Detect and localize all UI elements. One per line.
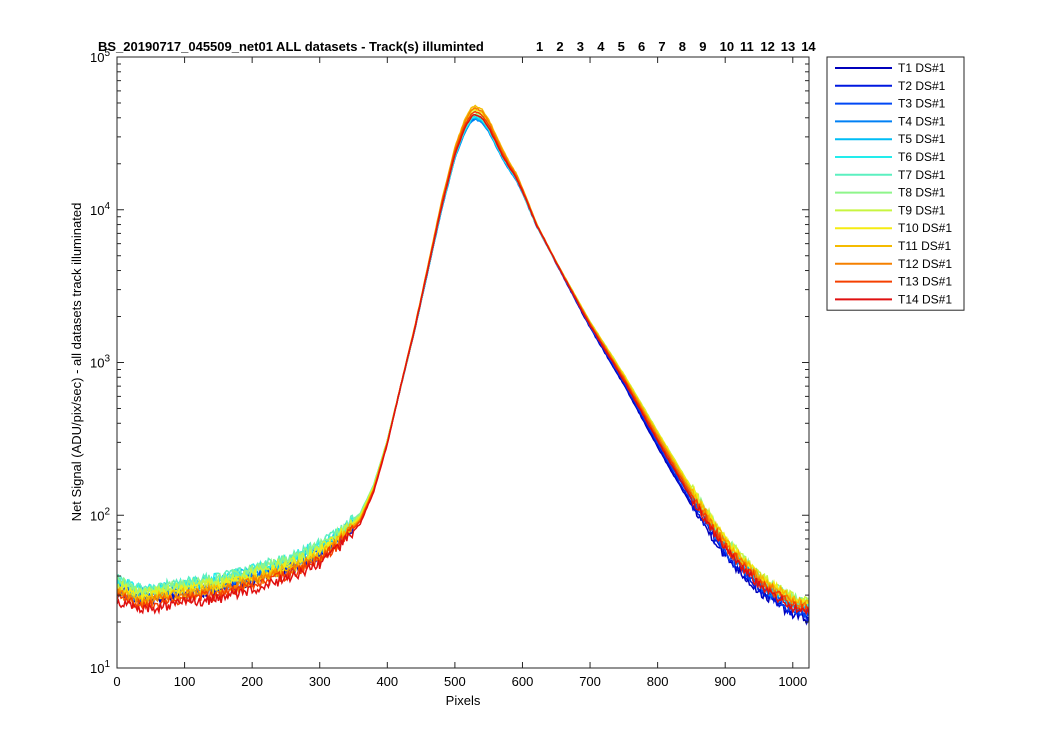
- y-tick-exponent: 2: [104, 506, 110, 517]
- title-track-number: 2: [556, 39, 563, 54]
- y-axis-label: Net Signal (ADU/pix/sec) - all datasets …: [69, 203, 84, 522]
- y-tick-exponent: 3: [104, 354, 110, 365]
- legend-label: T6 DS#1: [898, 150, 946, 164]
- x-tick-label: 600: [512, 674, 534, 689]
- legend-label: T10 DS#1: [898, 221, 952, 235]
- y-tick-label: 105: [90, 48, 110, 65]
- y-tick-base: 10: [90, 661, 104, 676]
- y-tick-label: 103: [90, 354, 110, 371]
- title-track-number: 10: [720, 39, 734, 54]
- y-tick-base: 10: [90, 50, 104, 65]
- x-axis: 0 100 200 300 400 500 600 700 800 900 1000: [113, 57, 807, 689]
- title-track-numbers: 1 2 3 4 5 6 7 8 9 10 11 12 13 14: [536, 39, 816, 54]
- title-track-number: 12: [760, 39, 774, 54]
- title-track-number: 6: [638, 39, 645, 54]
- y-tick-exponent: 1: [104, 659, 110, 670]
- legend-label: T9 DS#1: [898, 203, 946, 217]
- legend-label: T3 DS#1: [898, 97, 946, 111]
- legend-label: T7 DS#1: [898, 168, 946, 182]
- title-track-number: 3: [577, 39, 584, 54]
- legend-label: T13 DS#1: [898, 275, 952, 289]
- title-track-number: 4: [597, 39, 605, 54]
- x-tick-label: 200: [241, 674, 263, 689]
- x-tick-label: 400: [376, 674, 398, 689]
- legend-label: T4 DS#1: [898, 114, 946, 128]
- series-lines: [117, 104, 809, 626]
- y-tick-label: 104: [90, 201, 110, 218]
- y-tick-label: 102: [90, 506, 110, 523]
- y-tick-base: 10: [90, 508, 104, 523]
- chart-title: BS_20190717_045509_net01 ALL datasets - …: [98, 39, 484, 54]
- legend-box: [826, 56, 965, 311]
- x-tick-label: 900: [714, 674, 736, 689]
- x-tick-label: 700: [579, 674, 601, 689]
- series-line-14: [117, 114, 809, 616]
- x-tick-label: 500: [444, 674, 466, 689]
- title-track-number: 14: [801, 39, 816, 54]
- series-line-13: [117, 110, 809, 613]
- y-tick-label: 101: [90, 659, 110, 676]
- x-tick-label: 800: [647, 674, 669, 689]
- x-tick-label: 300: [309, 674, 331, 689]
- y-tick-exponent: 5: [104, 48, 110, 59]
- title-track-number: 13: [781, 39, 795, 54]
- legend-label: T14 DS#1: [898, 292, 952, 306]
- title-track-number: 8: [679, 39, 686, 54]
- x-axis-label: Pixels: [446, 693, 481, 708]
- x-tick-label: 0: [113, 674, 120, 689]
- legend-label: T1 DS#1: [898, 61, 946, 75]
- y-tick-base: 10: [90, 356, 104, 371]
- title-track-number: 11: [740, 39, 754, 54]
- y-tick-base: 10: [90, 203, 104, 218]
- title-track-number: 7: [658, 39, 665, 54]
- x-tick-label: 1000: [778, 674, 807, 689]
- y-tick-exponent: 4: [104, 201, 110, 212]
- x-tick-label: 100: [174, 674, 196, 689]
- title-track-number: 5: [618, 39, 625, 54]
- legend-label: T11 DS#1: [898, 239, 951, 253]
- title-track-number: 9: [699, 39, 706, 54]
- legend-label: T12 DS#1: [898, 257, 952, 271]
- legend-label: T2 DS#1: [898, 79, 946, 93]
- legend: T1 DS#1 T2 DS#1 T3 DS#1 T4 DS#1 T5 DS#1 T6 DS…: [826, 56, 965, 311]
- legend-label: T8 DS#1: [898, 186, 946, 200]
- title-track-number: 1: [536, 39, 543, 54]
- legend-label: T5 DS#1: [898, 132, 946, 146]
